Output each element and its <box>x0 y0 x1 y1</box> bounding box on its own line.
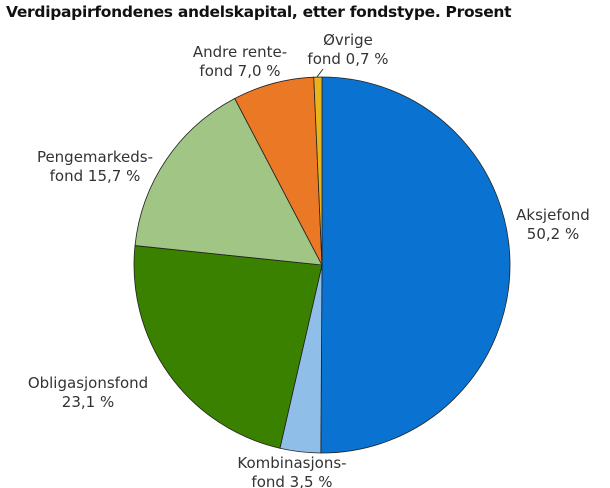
slice-label-line: fond 15,7 % <box>50 167 141 185</box>
pie-slice-aksjefond <box>320 76 511 454</box>
slice-label-line: Øvrige <box>323 31 373 49</box>
slice-label-line: Obligasjonsfond <box>28 374 148 392</box>
slice-label-line: Kombinasjons- <box>237 454 346 472</box>
slice-label-line: 23,1 % <box>62 393 114 411</box>
slice-label: Kombinasjons-fond 3,5 % <box>237 454 346 488</box>
slice-label: Andre rente-fond 7,0 % <box>193 43 287 80</box>
leader-line <box>316 68 324 78</box>
slice-label: Pengemarkeds-fond 15,7 % <box>37 148 153 185</box>
slice-label: Øvrige fond 0,7 % <box>307 31 388 68</box>
slice-label-line: Pengemarkeds- <box>37 148 153 166</box>
slice-label-line: fond 3,5 % <box>251 473 332 488</box>
slice-label: Obligasjonsfond 23,1 % <box>28 374 148 411</box>
slice-label-line: Andre rente- <box>193 43 287 61</box>
slice-label-line: fond 0,7 % <box>307 50 388 68</box>
chart-title: Verdipapirfondenes andelskapital, etter … <box>6 3 512 21</box>
pie-slice--vrige-fond <box>313 76 323 266</box>
pie-slice-pengemarkedsfond <box>134 97 323 266</box>
pie-slice-obligasjonsfond <box>133 245 323 449</box>
slice-label: Aksjefond 50,2 % <box>516 206 590 243</box>
slice-label-line: fond 7,0 % <box>199 62 280 80</box>
slice-label-line: 50,2 % <box>527 225 579 243</box>
slice-label-line: Aksjefond <box>516 206 590 224</box>
